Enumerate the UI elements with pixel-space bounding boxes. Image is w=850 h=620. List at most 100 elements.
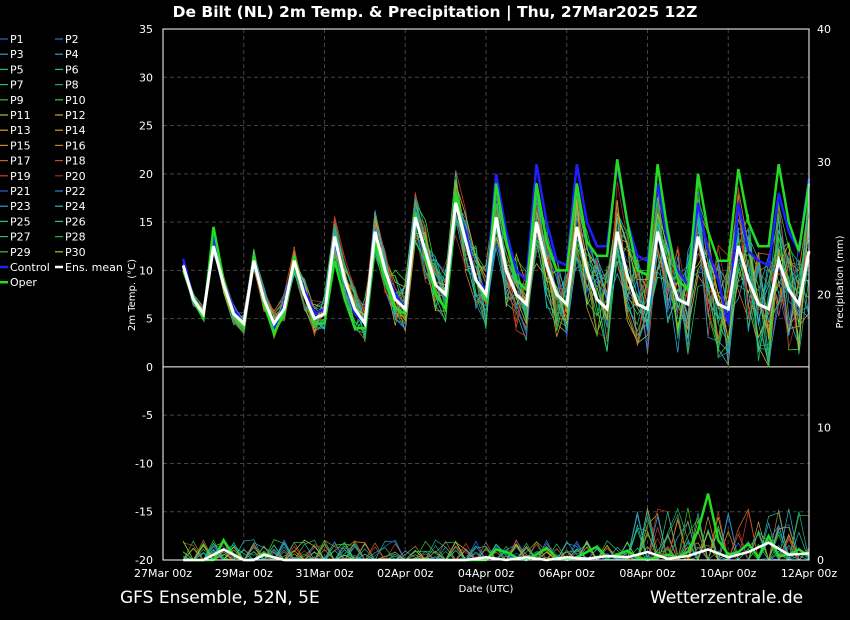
- x-axis-ticks: 27Mar 00z 29Mar 00z 31Mar 00z 02Apr 00z 04Ap…: [134, 567, 837, 580]
- legend-item: P21: [0, 185, 31, 198]
- legend-item: P2: [55, 33, 79, 46]
- y-tick-label: 20: [139, 168, 153, 181]
- y2-axis-label: Precipitation (mm): [835, 235, 846, 328]
- legend-label: P26: [65, 215, 86, 228]
- y-tick-label: -15: [135, 506, 153, 519]
- y2-axis-ticks: 40 30 20 10 0: [817, 23, 831, 567]
- legend-item: P11: [0, 109, 31, 122]
- legend-label: P11: [10, 109, 31, 122]
- y2-tick-label: 20: [817, 289, 831, 302]
- legend-item: P15: [0, 139, 31, 152]
- legend-item: P3: [0, 48, 24, 61]
- y-tick-label: -5: [142, 409, 153, 422]
- plot-frame: [162, 28, 810, 561]
- y2-tick-label: 30: [817, 156, 831, 169]
- y-tick-label: 25: [139, 120, 153, 133]
- y-axis-label: 2m Temp. (°C): [127, 259, 138, 331]
- legend-item: P8: [55, 79, 79, 92]
- legend-label: P8: [65, 79, 79, 92]
- legend-item: P4: [55, 48, 79, 61]
- legend-item: Oper: [0, 276, 37, 289]
- legend-label: P7: [10, 79, 24, 92]
- ens-mean-line: [181, 202, 811, 328]
- legend-label: P15: [10, 139, 31, 152]
- y2-tick-label: 40: [817, 23, 831, 36]
- legend-label: P20: [65, 170, 86, 183]
- x-tick-label: 10Apr 00z: [700, 567, 757, 580]
- legend-item: P19: [0, 170, 31, 183]
- legend-item: P30: [55, 246, 86, 259]
- y2-tick-label: 10: [817, 421, 831, 434]
- legend-item: P17: [0, 155, 31, 168]
- y-tick-label: 15: [139, 216, 153, 229]
- legend-item: P28: [55, 231, 86, 244]
- legend-item: P6: [55, 63, 79, 76]
- legend-item: P10: [55, 94, 86, 107]
- legend-item: P14: [55, 124, 86, 137]
- legend-item: P26: [55, 215, 86, 228]
- x-tick-label: 04Apr 00z: [458, 567, 515, 580]
- legend-label: P13: [10, 124, 31, 137]
- legend: P1 P2 P3 P4 P5 P6 P7 P8 P9 P10 P11 P12 P13 P14 P15 P16 P…: [0, 33, 123, 289]
- legend-item: P16: [55, 139, 86, 152]
- legend-item: P7: [0, 79, 24, 92]
- legend-item: P12: [55, 109, 86, 122]
- footer-site: Wetterzentrale.de: [650, 588, 804, 608]
- legend-label: Ens. mean: [65, 261, 123, 274]
- member-line: [182, 184, 810, 361]
- legend-label: Control: [10, 261, 50, 274]
- mean-precip-line: [183, 541, 810, 562]
- legend-label: P16: [65, 139, 86, 152]
- legend-label: P27: [10, 231, 31, 244]
- y2-tick-label: 0: [817, 554, 824, 567]
- legend-label: P24: [65, 200, 86, 213]
- legend-label: P12: [65, 109, 86, 122]
- legend-label: P3: [10, 48, 24, 61]
- x-tick-label: 06Apr 00z: [539, 567, 596, 580]
- legend-label: P29: [10, 246, 31, 259]
- y-tick-label: -20: [135, 554, 153, 567]
- legend-label: P17: [10, 155, 31, 168]
- legend-label: P30: [65, 246, 86, 259]
- legend-label: Oper: [10, 276, 37, 289]
- legend-item: Ens. mean: [55, 261, 123, 274]
- legend-label: P10: [65, 94, 86, 107]
- x-tick-label: 27Mar 00z: [134, 567, 192, 580]
- legend-item: P22: [55, 185, 86, 198]
- x-tick-label: 29Mar 00z: [215, 567, 273, 580]
- legend-label: P28: [65, 231, 86, 244]
- legend-item: P29: [0, 246, 31, 259]
- legend-label: P1: [10, 33, 24, 46]
- legend-label: P21: [10, 185, 31, 198]
- legend-label: P5: [10, 63, 24, 76]
- x-tick-label: 08Apr 00z: [619, 567, 676, 580]
- legend-item: P25: [0, 215, 31, 228]
- legend-label: P25: [10, 215, 31, 228]
- footer-source: GFS Ensemble, 52N, 5E: [120, 588, 320, 608]
- legend-label: P6: [65, 63, 79, 76]
- legend-item: P27: [0, 231, 31, 244]
- legend-label: P18: [65, 155, 86, 168]
- legend-item: P24: [55, 200, 86, 213]
- legend-label: P19: [10, 170, 31, 183]
- y-tick-label: 35: [139, 23, 153, 36]
- legend-item: P1: [0, 33, 24, 46]
- precipitation-lines: [183, 493, 810, 562]
- x-tick-label: 12Apr 00z: [781, 567, 838, 580]
- legend-label: P9: [10, 94, 24, 107]
- legend-item: P23: [0, 200, 31, 213]
- y-tick-label: 5: [146, 313, 153, 326]
- legend-label: P14: [65, 124, 86, 137]
- legend-item: P20: [55, 170, 86, 183]
- legend-item: P18: [55, 155, 86, 168]
- y-tick-label: 30: [139, 71, 153, 84]
- x-axis-label: Date (UTC): [459, 584, 514, 595]
- legend-item: P13: [0, 124, 31, 137]
- member-line: [182, 216, 810, 353]
- y-tick-label: 0: [146, 361, 153, 374]
- legend-item: P5: [0, 63, 24, 76]
- chart-title: De Bilt (NL) 2m Temp. & Precipitation | …: [173, 3, 698, 22]
- legend-label: P23: [10, 200, 31, 213]
- legend-item: Control: [0, 261, 50, 274]
